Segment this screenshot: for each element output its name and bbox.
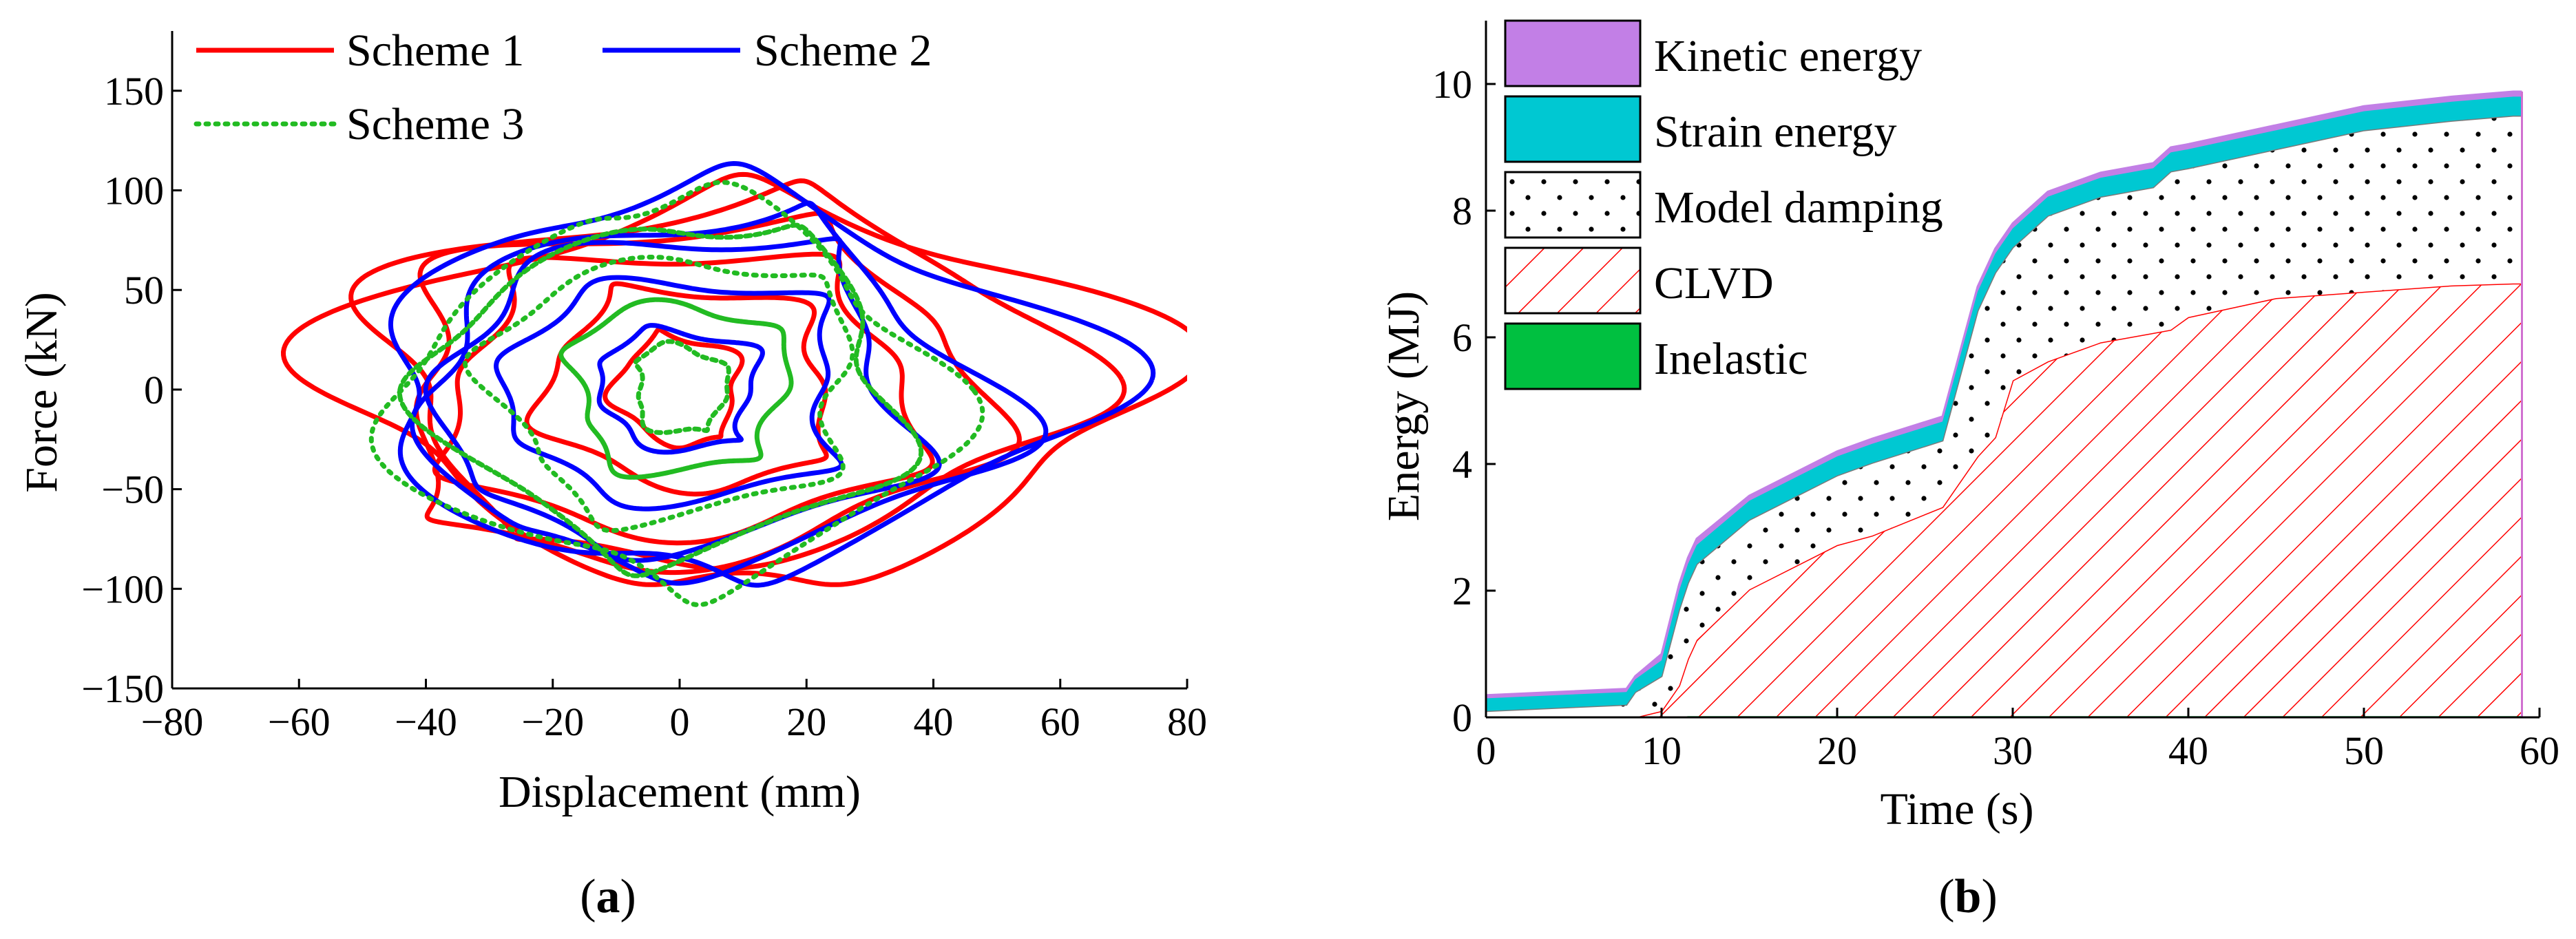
- panel-a-x-tick-label: 40: [914, 699, 954, 744]
- hysteresis-loop: [558, 297, 794, 480]
- panel-b-x-tick-label: 40: [2168, 728, 2208, 773]
- hysteresis-loop: [463, 255, 855, 534]
- boundary-kinetic-energy: [1486, 90, 2522, 697]
- hysteresis-loop: [633, 339, 731, 435]
- hysteresis-loop: [410, 200, 1049, 586]
- series-scheme-3: [368, 180, 985, 607]
- panel-b-series-layer: [1486, 90, 2523, 717]
- panel-b-y-tick-label: 4: [1452, 442, 1472, 487]
- panel-a-hysteresis-chart: −80 −60 −40 −20 0 20 40 60 80 −150 −100 −50 0 50 100 15…: [17, 25, 1207, 923]
- area-clvd: [1486, 283, 2522, 717]
- panel-b-x-tick-label: 10: [1642, 728, 1682, 773]
- legend-label-clvd: CLVD: [1654, 258, 1774, 308]
- panel-a-subplot-label: (a): [580, 870, 636, 923]
- panel-a-x-tick-label: −20: [521, 699, 584, 744]
- panel-a-x-tick-label: 20: [786, 699, 826, 744]
- panel-b-y-tick-label: 0: [1452, 695, 1472, 740]
- panel-a-y-tick-label: 100: [104, 169, 164, 213]
- panel-a-axes: [171, 31, 1187, 690]
- legend-label-scheme-1: Scheme 1: [346, 25, 524, 76]
- panel-a-tick-layer: −80 −60 −40 −20 0 20 40 60 80 −150 −100 −50 0 50 100 15…: [81, 69, 1207, 744]
- legend-swatch-strain-energy: [1504, 95, 1642, 163]
- hysteresis-loop: [603, 327, 745, 451]
- legend-swatch-kinetic-energy: [1504, 19, 1642, 87]
- panel-b-y-tick-label: 2: [1452, 569, 1472, 613]
- panel-a-y-tick-label: −50: [101, 467, 164, 512]
- panel-b-tick-layer: 0 10 20 30 40 50 60 0 2 4 6 8 10: [1432, 62, 2559, 773]
- legend-label-scheme-3: Scheme 3: [346, 99, 524, 149]
- series-kinetic-energy: [1486, 90, 2522, 699]
- panel-a-ylabel: Force (kN): [17, 292, 67, 492]
- panel-b-subplot-label: (b): [1938, 870, 1998, 923]
- panel-a-x-tick-label: −60: [268, 699, 331, 744]
- panel-b-subplot-letter: b: [1955, 870, 1982, 923]
- hysteresis-loop: [281, 171, 1187, 587]
- panel-a-y-tick-label: 50: [124, 268, 164, 313]
- legend-label-strain-energy: Strain energy: [1654, 107, 1897, 157]
- panel-a-subplot-letter: a: [596, 870, 620, 923]
- panel-a-series-layer: [281, 161, 1187, 607]
- legend-swatch-clvd: [1504, 246, 1642, 315]
- panel-b-x-tick-label: 60: [2520, 728, 2559, 773]
- legend-swatch-model-damping: [1504, 171, 1642, 239]
- legend-label-model-damping: Model damping: [1654, 182, 1943, 233]
- legend-label-kinetic-energy: Kinetic energy: [1654, 31, 1922, 81]
- panel-a-x-tick-label: 60: [1040, 699, 1080, 744]
- panel-a-y-tick-label: 150: [104, 69, 164, 114]
- panel-a-x-tick-label: −40: [395, 699, 457, 744]
- panel-a-xlabel: Displacement (mm): [499, 767, 861, 817]
- panel-b-ylabel: Energy (MJ): [1379, 291, 1429, 521]
- panel-a-y-tick-label: −150: [81, 666, 164, 711]
- legend-swatch-inelastic: [1504, 322, 1642, 390]
- legend-label-inelastic: Inelastic: [1654, 334, 1808, 384]
- panel-a-y-tick-label: −100: [81, 567, 164, 611]
- legend-label-scheme-2: Scheme 2: [754, 25, 932, 76]
- panel-a-y-tick-label: 0: [144, 368, 164, 412]
- hysteresis-loop: [596, 323, 765, 455]
- panel-b-y-tick-label: 8: [1452, 189, 1472, 233]
- panel-b-x-tick-label: 20: [1817, 728, 1857, 773]
- panel-b-y-tick-label: 6: [1452, 315, 1472, 360]
- panel-a-x-tick-label: 80: [1167, 699, 1207, 744]
- panel-b-energy-chart: 0 10 20 30 40 50 60 0 2 4 6 8 10 Time (s) Energy (MJ…: [1379, 19, 2559, 923]
- panel-b-x-tick-label: 30: [1993, 728, 2033, 773]
- area-model-damping: [1486, 116, 2522, 717]
- hysteresis-loop: [494, 275, 844, 511]
- panel-b-y-tick-label: 10: [1432, 62, 1472, 107]
- panel-a-x-tick-label: 0: [670, 699, 690, 744]
- panel-b-xlabel: Time (s): [1880, 784, 2033, 834]
- hysteresis-loop: [432, 251, 935, 546]
- hysteresis-loop: [414, 211, 1022, 576]
- panel-b-x-tick-label: 0: [1476, 728, 1496, 773]
- hysteresis-loop: [524, 281, 829, 497]
- panel-b-x-tick-label: 50: [2344, 728, 2384, 773]
- panel-a-legend: Scheme 1 Scheme 2 Scheme 3: [193, 25, 932, 149]
- hysteresis-loop: [397, 222, 924, 578]
- panel-a-x-tick-label: −80: [141, 699, 204, 744]
- panel-b-legend: Kinetic energy Strain energy Model dampi…: [1504, 19, 1943, 390]
